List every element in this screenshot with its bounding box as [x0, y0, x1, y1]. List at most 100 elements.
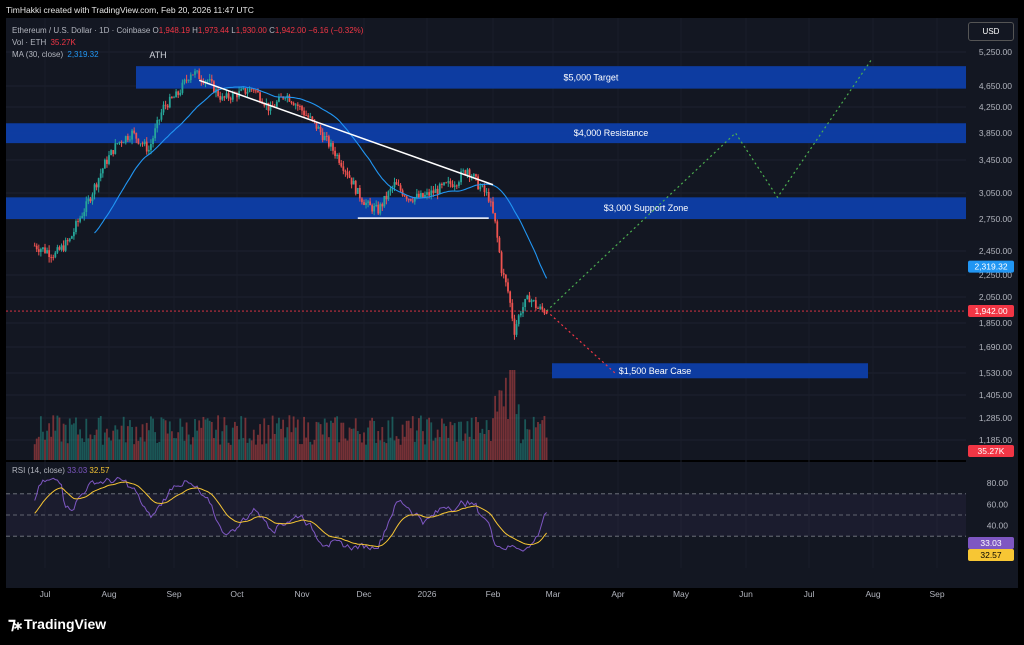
y-axis-label: 4,650.00	[979, 81, 1012, 91]
candle-body	[327, 136, 330, 147]
candle-body	[373, 206, 376, 212]
open-value: 1,948.19	[158, 26, 190, 35]
candle-body	[537, 307, 539, 309]
volume-bar	[428, 417, 431, 460]
candle-body	[500, 252, 503, 273]
price-tag-label: 1,942.00	[974, 306, 1007, 316]
candle-body	[309, 116, 312, 118]
rsi-label[interactable]: RSI (14, close)	[12, 466, 65, 475]
candle-body	[129, 139, 131, 141]
volume-bar	[192, 437, 194, 460]
candle-body	[248, 88, 251, 93]
candle-body	[141, 143, 144, 145]
volume-bar	[375, 442, 378, 460]
candle-body	[330, 142, 332, 147]
candle-body	[530, 300, 533, 303]
candle-body	[231, 93, 234, 100]
candle-body	[135, 132, 138, 139]
chart-header: TimHakki created with TradingView.com, F…	[6, 5, 254, 15]
volume-bar	[534, 427, 537, 460]
candle-body	[54, 252, 57, 258]
ma-label[interactable]: MA (30, close)	[12, 50, 64, 59]
candle-body	[422, 193, 424, 198]
volume-bar	[325, 422, 328, 460]
candle-body	[236, 93, 238, 98]
candle-body	[68, 238, 71, 242]
volume-bar	[118, 439, 121, 460]
candle-body	[166, 105, 169, 108]
volume-bar	[509, 370, 512, 460]
candle-body	[334, 150, 336, 156]
candle-body	[342, 166, 345, 171]
price-zone	[136, 66, 966, 89]
volume-bar	[282, 419, 285, 460]
candle-body	[524, 299, 527, 308]
volume-bar	[39, 416, 42, 460]
candle-body	[455, 185, 458, 187]
candle-body	[118, 141, 121, 144]
candle-body	[543, 309, 546, 314]
volume-bar	[177, 432, 180, 460]
candle-body	[50, 256, 53, 258]
candle-body	[145, 141, 148, 152]
candle-body	[267, 102, 270, 111]
candle-body	[225, 93, 228, 98]
price-zone	[6, 123, 966, 144]
currency-button[interactable]: USD	[968, 22, 1014, 41]
volume-bar	[166, 433, 169, 460]
y-axis-label: 3,450.00	[979, 155, 1012, 165]
volume-bar	[68, 418, 71, 460]
brand-name: TradingView	[23, 616, 107, 632]
volume-bar	[162, 418, 165, 460]
candle-body	[101, 168, 104, 174]
candle-body	[485, 192, 488, 193]
candle-body	[511, 302, 514, 319]
candle-body	[171, 96, 173, 98]
volume-bar	[179, 418, 182, 460]
x-axis-label: Aug	[101, 589, 116, 599]
volume-bar	[340, 422, 343, 460]
volume-bar	[379, 440, 382, 460]
volume-bar	[271, 415, 274, 460]
candle-body	[187, 80, 190, 81]
candle-body	[464, 170, 467, 175]
volume-bar	[219, 444, 222, 460]
volume-bar	[451, 425, 454, 460]
volume-label[interactable]: Vol · ETH	[12, 38, 47, 47]
open-label: O	[152, 26, 159, 35]
y-axis-label: 3,050.00	[979, 188, 1012, 198]
volume-bar	[79, 429, 81, 460]
candle-body	[438, 183, 441, 195]
volume-bar	[420, 415, 422, 460]
volume-bar	[413, 441, 416, 460]
volume-bar	[352, 428, 355, 460]
volume-bar	[198, 420, 201, 460]
symbol-label[interactable]: Ethereum / U.S. Dollar · 1D · Coinbase	[12, 26, 151, 35]
volume-bar	[152, 418, 154, 460]
candle-body	[405, 196, 408, 199]
candle-body	[85, 201, 88, 213]
volume-bar	[447, 437, 450, 460]
volume-bar	[438, 437, 441, 460]
candle-body	[532, 300, 535, 301]
volume-value: 35.27K	[50, 38, 76, 47]
volume-bar	[208, 420, 211, 460]
volume-bar	[267, 424, 270, 460]
candle-body	[519, 313, 522, 316]
candle-body	[460, 171, 462, 183]
rsi-axis-label: 40.00	[987, 521, 1009, 531]
candle-body	[198, 70, 201, 80]
volume-bar	[430, 422, 433, 460]
volume-bar	[358, 434, 361, 460]
volume-bar	[248, 438, 251, 460]
volume-bar	[507, 419, 509, 460]
candle-body	[259, 92, 261, 102]
price-tag	[968, 445, 1014, 457]
candle-body	[37, 249, 40, 252]
volume-bar	[460, 421, 462, 460]
x-axis-label: Oct	[230, 589, 244, 599]
candle-body	[154, 128, 157, 139]
volume-bar	[240, 416, 243, 460]
candle-body	[445, 182, 448, 184]
